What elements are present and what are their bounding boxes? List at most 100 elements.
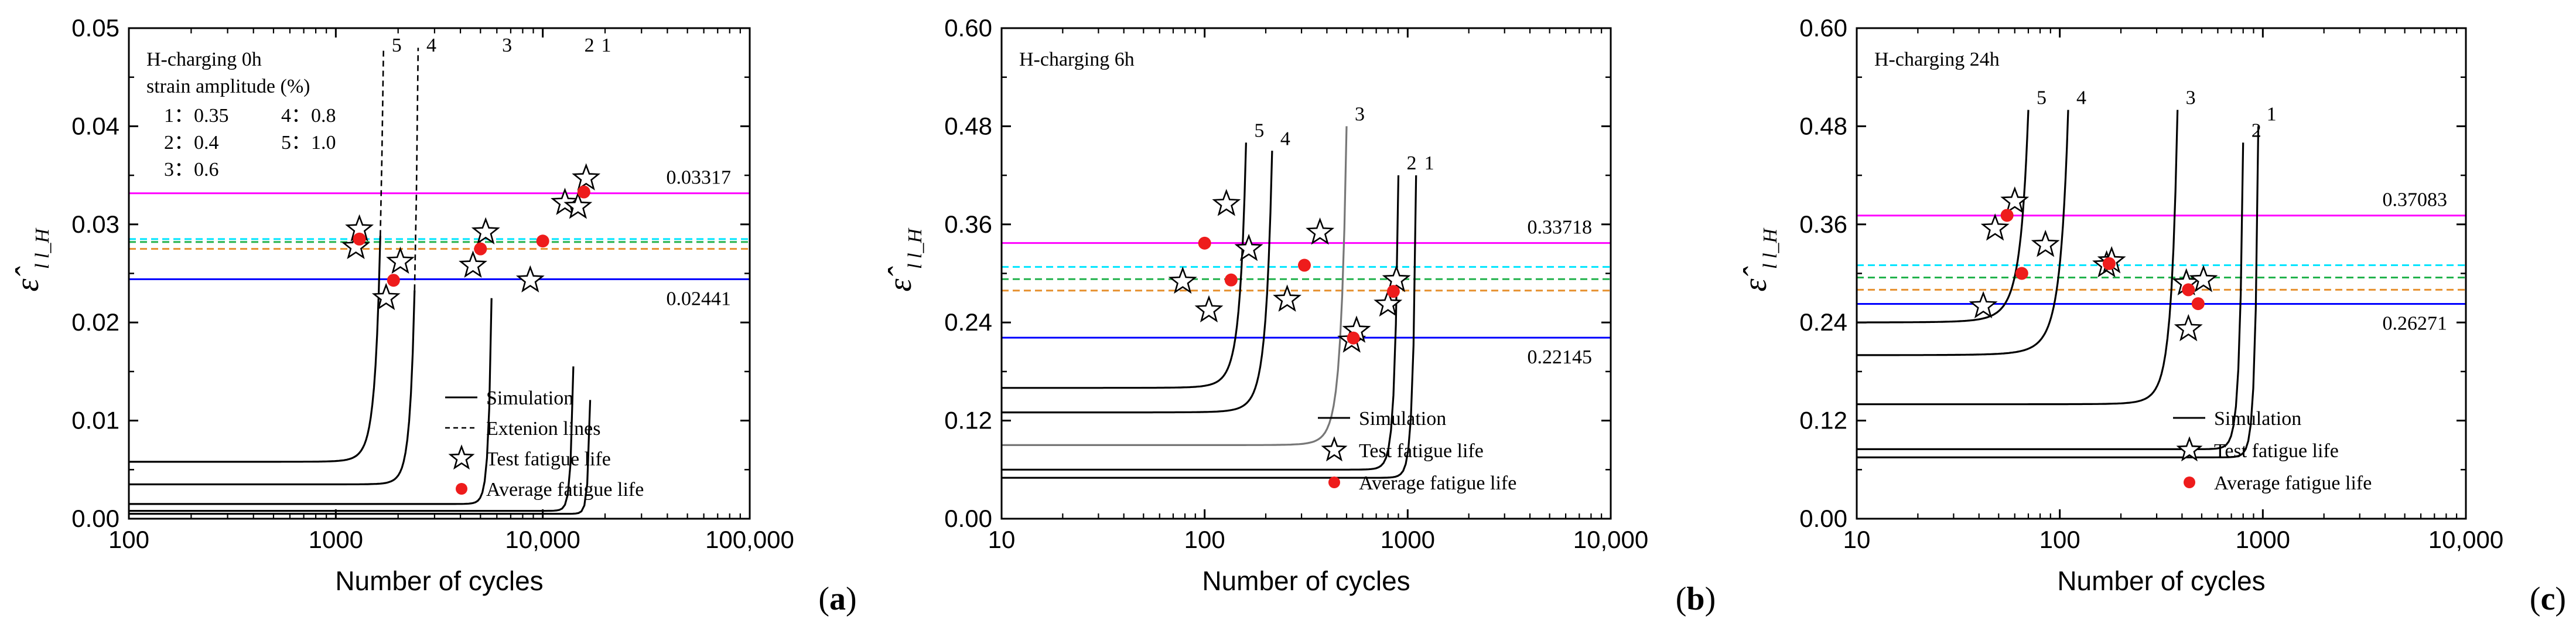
y-axis-label: ε̂l l_H: [1737, 227, 1781, 292]
chart-panel-c: 0.37083 0.26271 12 3 4 5 0.00 0.12 0.24 0.36 0.48 0…: [1737, 14, 2566, 617]
amplitude-entry: 5：1.0: [281, 132, 336, 154]
curve-label: 4: [426, 35, 436, 56]
legend-label: Test fatigue life: [1359, 440, 1484, 462]
y-axis-label: ε̂l l_H: [9, 227, 53, 292]
curve-label: 5: [1254, 120, 1264, 141]
amplitude-entry: 4：0.8: [281, 105, 336, 127]
x-tick-label: 1000: [2236, 526, 2290, 553]
simulation-curve-3: [129, 298, 493, 505]
curve-label: 3: [2186, 87, 2196, 109]
average-fatigue-life-point: [536, 234, 549, 248]
test-fatigue-life-point: [2189, 265, 2218, 292]
legend-label: Simulation: [486, 387, 573, 409]
x-tick-label: 10,000: [1573, 526, 1648, 553]
simulation-curve-5: [129, 236, 381, 463]
x-tick-label: 10: [988, 526, 1016, 553]
test-fatigue-life-point: [459, 250, 487, 278]
test-fatigue-life-point: [2031, 229, 2060, 257]
average-fatigue-life-point: [1198, 236, 1211, 250]
test-fatigue-life-point: [1980, 213, 2010, 241]
test-fatigue-life-point: [1212, 189, 1241, 216]
test-fatigue-life-point: [1168, 266, 1197, 294]
panel-title: strain amplitude (%): [146, 76, 310, 97]
panel-label: (c): [2530, 581, 2566, 617]
legend-label: Average fatigue life: [2214, 472, 2372, 494]
amplitude-entry: 2：0.4: [164, 132, 219, 154]
x-tick-label: 10,000: [2428, 526, 2503, 553]
average-fatigue-life-point: [2015, 267, 2028, 280]
simulation-curve-1: [1002, 175, 1417, 479]
panel-title: H-charging 6h: [1019, 49, 1135, 70]
average-fatigue-life-point: [2182, 283, 2195, 297]
extension-curve-5: [380, 47, 385, 236]
simulation-curve-2: [1002, 175, 1400, 471]
y-tick-label: 0.60: [944, 14, 992, 42]
y-tick-label: 0.12: [1799, 407, 1847, 434]
curve-label: 5: [2037, 87, 2047, 109]
test-fatigue-life-point: [1306, 217, 1335, 245]
test-fatigue-life-point: [572, 163, 601, 190]
curve-label: 5: [392, 35, 402, 56]
amplitude-entry: 1：0.35: [164, 105, 229, 127]
x-axis-label: Number of cycles: [2057, 566, 2265, 596]
y-tick-label: 0.01: [71, 407, 119, 434]
legend-label: Average fatigue life: [486, 479, 644, 501]
curve-label: 1: [2267, 103, 2277, 125]
test-fatigue-life-point: [471, 217, 500, 245]
x-axis-label: Number of cycles: [1202, 566, 1410, 596]
plot-area: [1857, 110, 2466, 458]
legend-label: Simulation: [1359, 408, 1446, 430]
reference-line-label: 0.03317: [667, 167, 732, 189]
x-tick-label: 100: [108, 526, 149, 553]
y-tick-label: 0.00: [71, 505, 119, 532]
simulation-curve-4: [129, 290, 416, 485]
simulation-curve-3: [1857, 110, 2179, 406]
test-fatigue-life-point: [2174, 314, 2203, 342]
test-fatigue-life-point: [1234, 233, 1263, 261]
chart-panel-b: 0.33718 0.22145 12 3 45 0.00 0.12 0.24 0.36 0.48 0…: [882, 14, 1716, 617]
reference-line-label: 0.22145: [1528, 346, 1593, 368]
x-tick-label: 100: [2039, 526, 2080, 553]
amplitude-entry: 3：0.6: [164, 159, 219, 181]
test-fatigue-life-point: [515, 265, 545, 292]
simulation-curve-5: [1857, 110, 2030, 324]
test-fatigue-life-point: [551, 188, 580, 215]
test-fatigue-life-point: [1374, 289, 1403, 317]
plot-area: [1002, 126, 1611, 479]
curve-label: 4: [2076, 87, 2086, 109]
curve-label: 2: [2252, 120, 2261, 141]
curve-label: 1: [602, 35, 611, 56]
x-axis-label: Number of cycles: [335, 566, 543, 596]
axes-frame: [1856, 27, 2467, 520]
test-fatigue-life-point: [386, 246, 415, 274]
test-fatigue-life-point: [1273, 284, 1302, 312]
y-axis-subscript: l l_H: [32, 227, 53, 269]
simulation-curve-4: [1857, 110, 2069, 356]
y-tick-label: 0.24: [944, 308, 992, 336]
panel-title: H-charging 24h: [1874, 49, 2000, 70]
y-axis-symbol: ε̂: [9, 266, 46, 291]
curve-label: 4: [1280, 128, 1290, 149]
average-fatigue-life-point: [1386, 285, 1400, 298]
test-fatigue-life-point: [1382, 264, 1411, 292]
y-axis-symbol: ε̂: [882, 266, 918, 291]
simulation-curve-2: [1857, 142, 2244, 450]
panel-label: (b): [1676, 581, 1716, 617]
average-fatigue-life-point: [2000, 209, 2014, 222]
y-tick-label: 0.00: [944, 505, 992, 532]
y-axis-label: ε̂l l_H: [882, 227, 926, 292]
y-tick-label: 0.04: [71, 112, 119, 139]
legend-swatch-star: [1321, 436, 1348, 462]
plot-area: [129, 47, 750, 515]
x-tick-label: 1000: [1381, 526, 1435, 553]
reference-line-label: 0.02441: [667, 288, 732, 309]
legend-label: Test fatigue life: [486, 448, 611, 470]
y-tick-label: 0.48: [944, 112, 992, 139]
x-tick-label: 1000: [309, 526, 363, 553]
x-tick-label: 100: [1184, 526, 1225, 553]
test-fatigue-life-point: [2000, 186, 2030, 214]
y-tick-label: 0.03: [71, 210, 119, 238]
test-fatigue-life-point: [341, 232, 371, 260]
chart-panel-a: 0.03317 0.02441 12 3 4 5 0.00 0.01 0.02 0.03 0.04 0…: [9, 14, 857, 617]
legend-label: Average fatigue life: [1359, 472, 1516, 494]
